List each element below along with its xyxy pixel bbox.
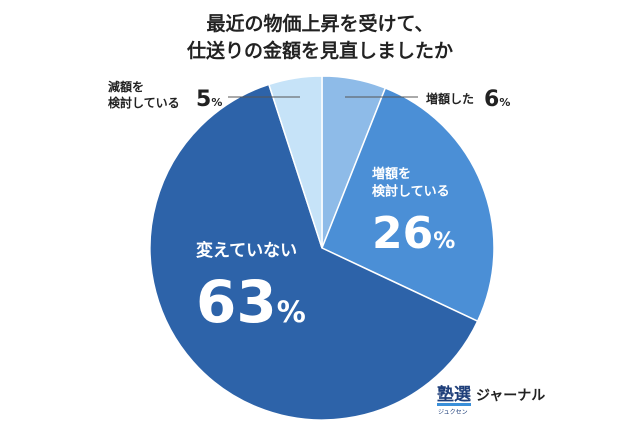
- value-unit: %: [211, 96, 222, 109]
- value-label: 63%: [196, 268, 306, 336]
- chart-title: 仕送りの金額を見直しましたか: [186, 39, 453, 62]
- logo-main: 塾選: [437, 384, 471, 405]
- pie-slice: [321, 87, 495, 323]
- slice-label: 増額を検討している: [372, 166, 450, 200]
- value-number: 5: [196, 87, 211, 112]
- pie: [149, 75, 495, 421]
- slice-label-line: 検討している: [108, 95, 180, 110]
- value-number: 6: [484, 87, 499, 112]
- chart-title: 最近の物価上昇を受けて、: [206, 12, 433, 35]
- slice-label-line: 増額した: [426, 91, 474, 106]
- value-label: 5%: [196, 87, 222, 112]
- slice-label: 変えていない: [196, 240, 297, 261]
- logo-suffix: ジャーナル: [476, 388, 545, 404]
- slice-label-line: 検討している: [372, 184, 450, 200]
- value-unit: %: [499, 96, 510, 109]
- logo-underline: [437, 403, 471, 406]
- slice-label-line: 減額を: [108, 79, 144, 94]
- value-unit: %: [277, 295, 306, 329]
- slice-label: 減額を検討している: [108, 79, 180, 110]
- pie-slice: [267, 75, 323, 249]
- value-unit: %: [433, 229, 455, 254]
- value-number: 26: [372, 208, 433, 259]
- value-number: 63: [196, 268, 277, 336]
- slice-label: 増額した: [426, 91, 474, 106]
- slice-label-line: 変えていない: [196, 240, 297, 261]
- value-label: 6%: [484, 87, 510, 112]
- logo: 塾選 ジュクセン ジャーナル: [437, 384, 545, 416]
- logo-reading: ジュクセン: [438, 409, 468, 416]
- pie-slice: [149, 83, 479, 421]
- value-label: 26%: [372, 208, 455, 259]
- slice-label-line: 増額を: [372, 166, 411, 182]
